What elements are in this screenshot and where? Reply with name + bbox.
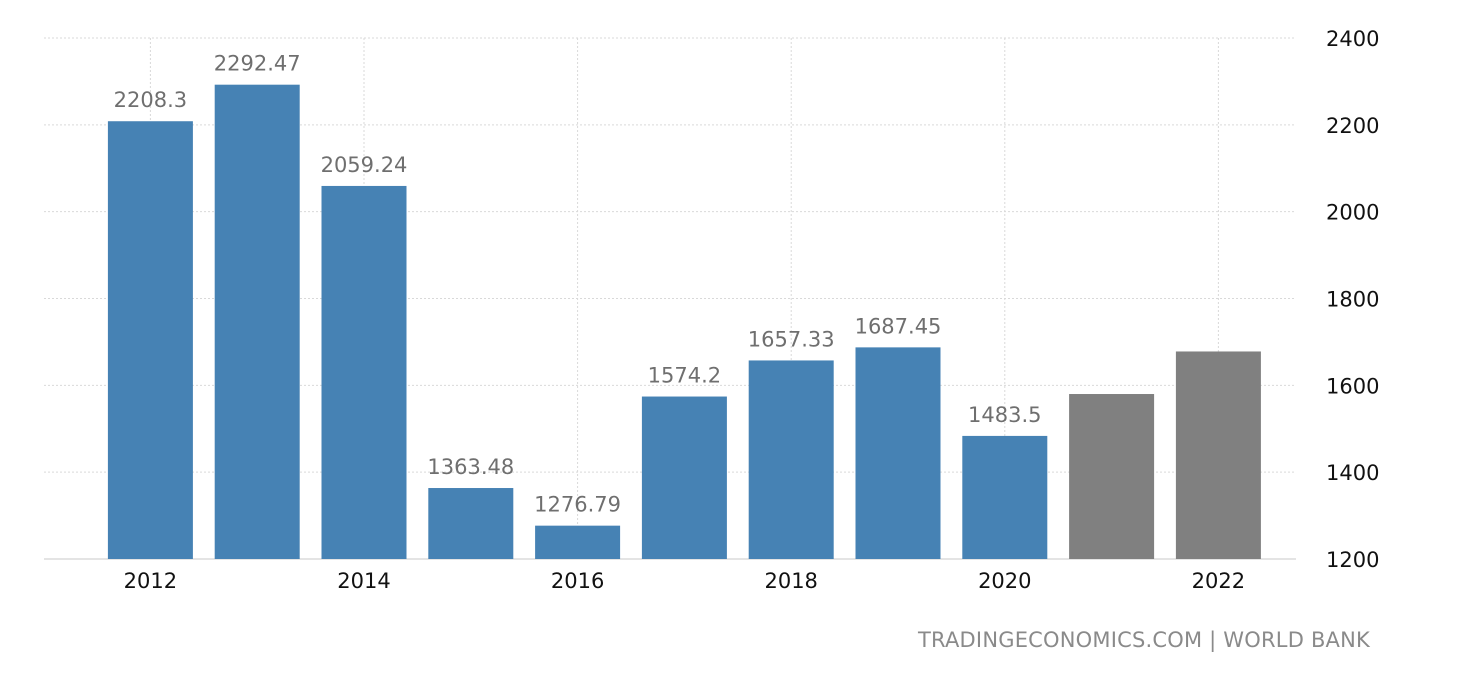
value-labels: 2208.3 2292.47 2059.24 1363.48 1276.79 1574.2… — [114, 52, 1042, 517]
y-tick-label: 1200 — [1326, 548, 1379, 572]
y-axis-tick-labels: 1200 1400 1600 1800 2000 2200 2400 — [1326, 27, 1379, 572]
bar-forecast — [1069, 394, 1155, 559]
bar — [748, 360, 834, 559]
bar-value-label: 1276.79 — [534, 493, 621, 517]
bar — [107, 121, 193, 560]
y-tick-label: 2400 — [1326, 27, 1379, 51]
y-tick-label: 1400 — [1326, 461, 1379, 485]
bar-value-label: 1574.2 — [648, 364, 721, 388]
bar-value-label: 1363.48 — [427, 455, 514, 479]
bar — [428, 488, 514, 559]
bar-value-label: 1483.5 — [968, 403, 1041, 427]
x-tick-label: 2022 — [1192, 569, 1245, 593]
x-tick-label: 2016 — [551, 569, 604, 593]
x-tick-label: 2012 — [124, 569, 177, 593]
source-credit: TRADINGECONOMICS.COM | WORLD BANK — [918, 628, 1370, 652]
x-tick-label: 2018 — [764, 569, 817, 593]
bar-forecast — [1175, 351, 1261, 559]
y-tick-label: 1600 — [1326, 374, 1379, 398]
bar-value-label: 1687.45 — [855, 314, 942, 338]
bar-value-label: 2292.47 — [214, 52, 301, 76]
x-axis-tick-labels: 2012 2014 2016 2018 2020 2022 — [124, 569, 1245, 593]
y-tick-label: 1800 — [1326, 288, 1379, 312]
y-tick-label: 2000 — [1326, 201, 1379, 225]
bar-value-label: 2059.24 — [321, 153, 408, 177]
bar-value-label: 2208.3 — [114, 88, 187, 112]
bar-value-label: 1657.33 — [748, 327, 835, 351]
bar — [321, 185, 407, 559]
bar — [855, 347, 941, 559]
y-tick-label: 2200 — [1326, 114, 1379, 138]
x-tick-label: 2020 — [978, 569, 1031, 593]
bar — [535, 525, 621, 559]
x-tick-label: 2014 — [337, 569, 390, 593]
bar — [962, 435, 1048, 559]
bar — [641, 396, 727, 559]
bars — [107, 84, 1261, 560]
bar — [214, 84, 300, 559]
